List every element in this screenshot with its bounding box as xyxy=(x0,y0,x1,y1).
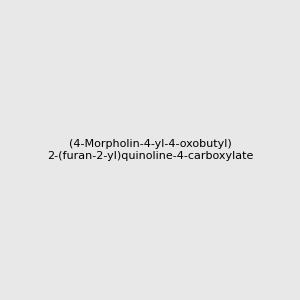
Text: (4-Morpholin-4-yl-4-oxobutyl) 2-(furan-2-yl)quinoline-4-carboxylate: (4-Morpholin-4-yl-4-oxobutyl) 2-(furan-2… xyxy=(47,139,253,161)
